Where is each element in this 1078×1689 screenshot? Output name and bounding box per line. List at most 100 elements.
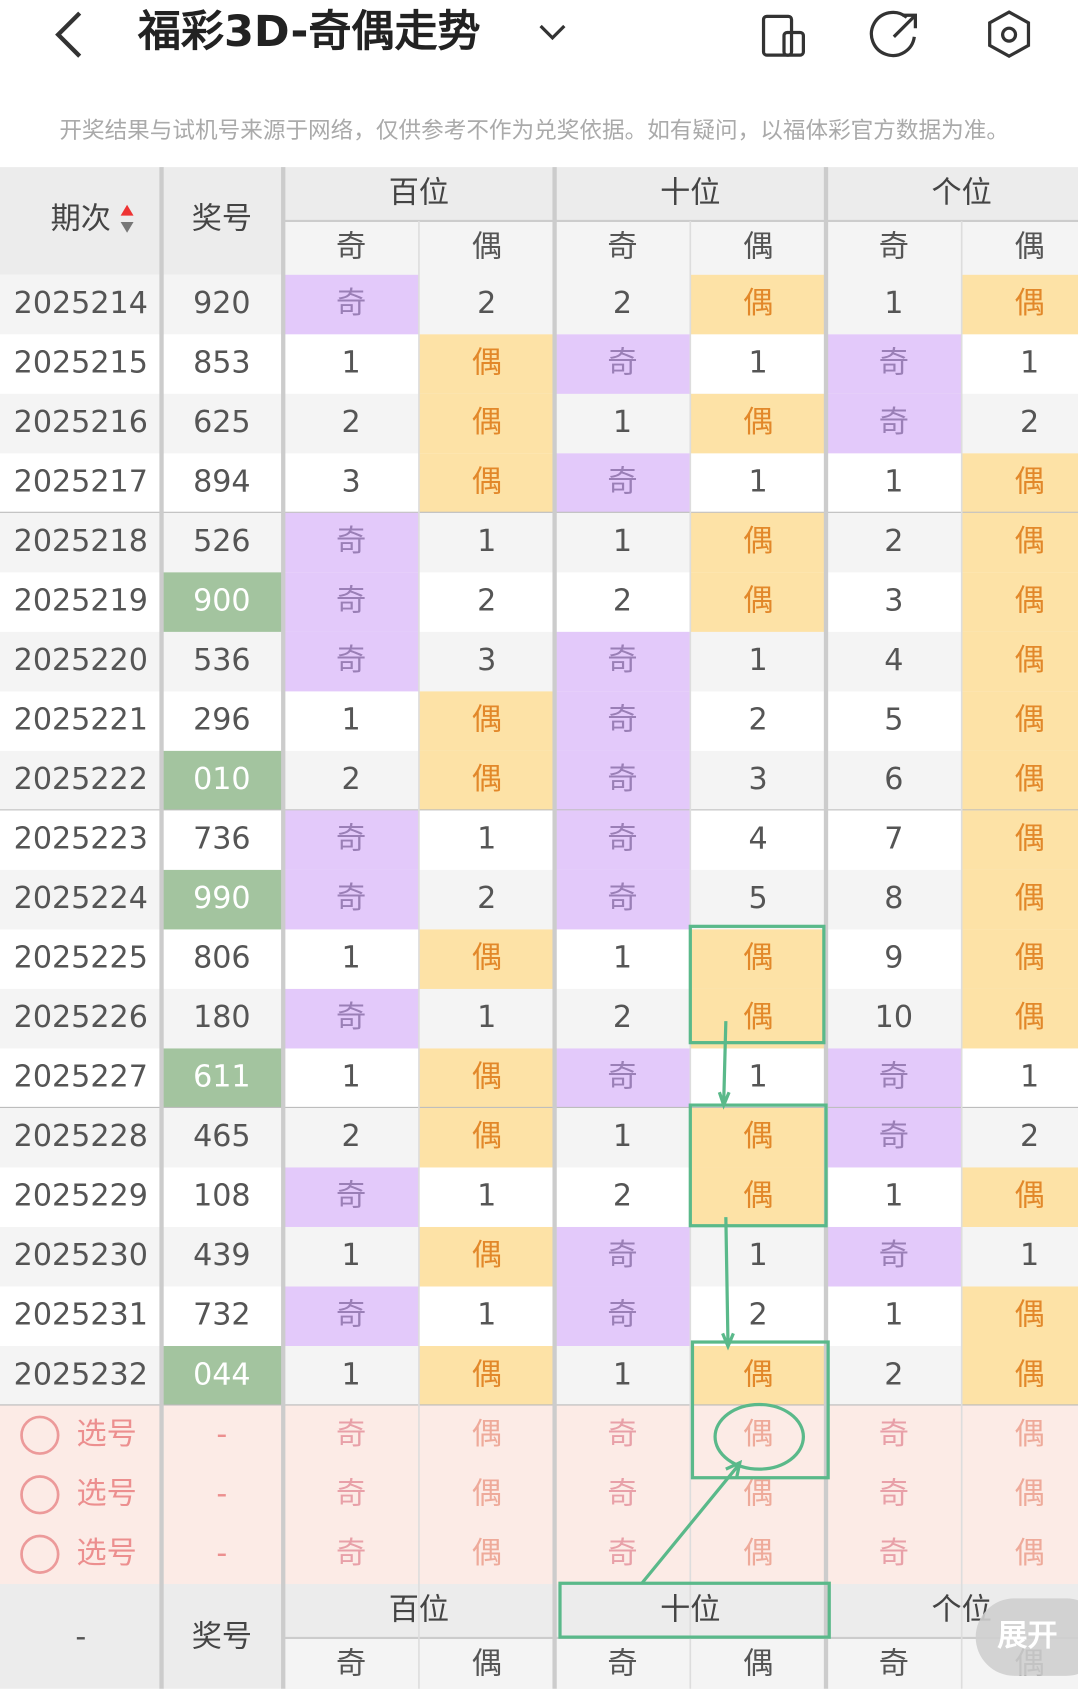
cell-bg <box>826 334 962 395</box>
parity-cell: 奇 <box>336 1000 366 1035</box>
cell-bg <box>554 334 691 395</box>
miss-count: 2 <box>1020 1119 1039 1154</box>
draw-number: 920 <box>193 286 251 321</box>
parity-cell: 奇 <box>879 1417 909 1452</box>
parity-cell: 偶 <box>472 762 502 797</box>
cell-bg <box>418 1048 555 1109</box>
cell-bg <box>690 1167 826 1228</box>
page-title: 福彩3D-奇偶走势 <box>137 7 481 57</box>
parity-cell: 偶 <box>472 1238 502 1273</box>
miss-count: 1 <box>749 1238 768 1273</box>
cell-bg <box>961 750 1078 811</box>
cell-bg <box>554 691 691 752</box>
miss-count: 1 <box>341 1060 360 1095</box>
cell-bg <box>826 1107 962 1169</box>
footer-sub-header: 奇 <box>607 1646 637 1681</box>
miss-count: 2 <box>341 1119 360 1154</box>
parity-cell: 偶 <box>743 584 773 619</box>
sort-icon <box>120 204 134 216</box>
subheader-bg <box>283 220 1078 275</box>
cell-bg <box>690 572 826 633</box>
select-radio[interactable] <box>20 1415 60 1455</box>
miss-count: 2 <box>884 524 903 559</box>
miss-count: 2 <box>341 405 360 440</box>
draw-number: 625 <box>193 405 251 440</box>
parity-cell: 奇 <box>336 1298 366 1333</box>
group-header: 个位 <box>932 176 992 211</box>
parity-cell: 奇 <box>336 881 366 916</box>
miss-count: 2 <box>749 703 768 738</box>
draw-number: 526 <box>193 524 251 559</box>
miss-count: 3 <box>749 762 768 797</box>
select-radio[interactable] <box>20 1534 60 1574</box>
parity-cell: 偶 <box>1014 1536 1044 1571</box>
select-label: 选号 <box>76 1536 136 1571</box>
period-header: 期次 <box>51 201 111 236</box>
back-button[interactable] <box>55 11 82 58</box>
parity-cell: 偶 <box>743 941 773 976</box>
parity-cell: 偶 <box>743 1000 773 1035</box>
miss-count: 4 <box>749 822 768 857</box>
parity-cell: 奇 <box>879 1060 909 1095</box>
miss-count: 3 <box>884 584 903 619</box>
parity-cell: 偶 <box>1014 465 1044 500</box>
cell-bg <box>690 929 826 990</box>
cell-bg <box>961 869 1078 930</box>
cell-bg <box>961 631 1078 692</box>
parity-cell: 偶 <box>1014 762 1044 797</box>
parity-cell: 偶 <box>1014 1417 1044 1452</box>
period: 2025217 <box>14 465 148 500</box>
parity-cell: 偶 <box>743 1119 773 1154</box>
period: 2025214 <box>14 286 148 321</box>
miss-count: 1 <box>884 1179 903 1214</box>
expand-button[interactable] <box>975 1598 1078 1676</box>
miss-count: 1 <box>477 1298 496 1333</box>
cell-bg <box>826 1048 962 1109</box>
cell-bg <box>690 393 826 454</box>
miss-count: 9 <box>884 941 903 976</box>
period: 2025218 <box>14 524 148 559</box>
cell-bg <box>554 810 691 871</box>
select-radio[interactable] <box>20 1475 60 1515</box>
parity-cell: 奇 <box>879 1119 909 1154</box>
miss-count: 1 <box>341 1238 360 1273</box>
dropdown[interactable] <box>539 24 566 41</box>
cell-bg <box>283 572 419 633</box>
select-row-bg <box>0 1524 1078 1585</box>
parity-cell: 奇 <box>607 881 637 916</box>
annotations <box>558 924 831 1639</box>
parity-cell: 偶 <box>743 405 773 440</box>
miss-count: 1 <box>884 286 903 321</box>
miss-count: 1 <box>341 703 360 738</box>
select-row-bg <box>0 1405 1078 1466</box>
parity-cell: 奇 <box>607 703 637 738</box>
row-bg <box>0 988 1078 1049</box>
footer-number-header: 奖号 <box>192 1619 252 1654</box>
sort-icon <box>120 222 134 233</box>
cell-bg <box>690 512 826 573</box>
select-number: - <box>216 1536 227 1571</box>
number-highlight <box>161 572 284 633</box>
sub-header: 偶 <box>1014 229 1044 264</box>
icon-device[interactable] <box>761 14 805 57</box>
icon-share[interactable] <box>869 10 917 58</box>
cell-bg <box>690 274 826 335</box>
cell-bg <box>554 1048 691 1109</box>
cell-bg <box>690 1107 826 1169</box>
cell-bg <box>690 988 826 1049</box>
parity-cell: 奇 <box>336 584 366 619</box>
parity-cell: 奇 <box>607 1476 637 1511</box>
notice: 开奖结果与试机号来源于网络，仅供参考不作为兑奖依据。如有疑问，以福体彩官方数据为… <box>59 118 1009 144</box>
draw-number: 180 <box>193 1000 251 1035</box>
miss-count: 2 <box>749 1298 768 1333</box>
draw-number: 108 <box>193 1179 251 1214</box>
parity-cell: 奇 <box>607 1060 637 1095</box>
select-number: - <box>216 1476 227 1511</box>
parity-cell: 奇 <box>879 1536 909 1571</box>
period: 2025227 <box>14 1060 148 1095</box>
icon-settings[interactable] <box>988 10 1031 59</box>
cell-bg <box>418 1346 555 1407</box>
cell-bg <box>961 1167 1078 1228</box>
miss-count: 1 <box>1020 1060 1039 1095</box>
